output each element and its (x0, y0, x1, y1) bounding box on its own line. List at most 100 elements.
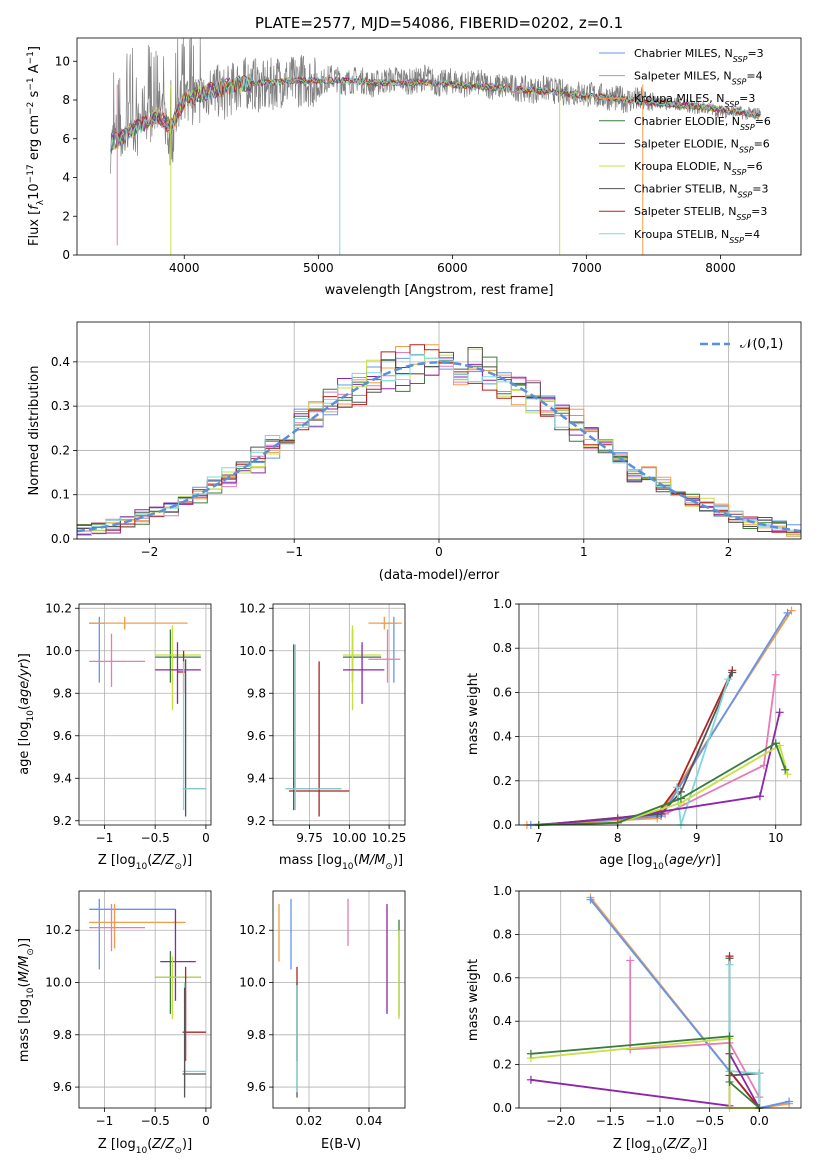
spectrum-xtick-label: 5000 (303, 261, 334, 275)
weight-vs-age-ytick-label: 0.0 (493, 818, 512, 832)
series-marker (724, 675, 733, 684)
series-marker (526, 1075, 535, 1084)
residuals-xtick-label: 2 (725, 545, 733, 559)
age-vs-Z-xtick-label: −1 (96, 831, 114, 845)
weight-vs-Z-xtick-label: −1.5 (596, 1114, 625, 1128)
mass-vs-ebv-frame (272, 890, 406, 1109)
weight-vs-age-ytick-label: 0.4 (493, 730, 512, 744)
weight-vs-Z-ylabel: mass weight (466, 959, 481, 1041)
series-kroupa-stelib (728, 964, 761, 1108)
series-marker (755, 792, 764, 801)
series-marker (725, 1077, 734, 1086)
weight-vs-age-xtick-label: 9 (693, 831, 701, 845)
series-marker (785, 1097, 794, 1106)
mass-vs-ebv-xtick-label: 0.02 (296, 1114, 323, 1128)
age-vs-Z-frame (78, 603, 212, 826)
series-chabrier-miles (530, 612, 789, 826)
mass-vs-ebv-ytick-label: 10.2 (239, 923, 266, 937)
spectrum-xtick-label: 4000 (169, 261, 200, 275)
mass-vs-Z-ytick-label: 9.8 (53, 1028, 72, 1042)
residuals-ytick-label: 0.0 (51, 532, 70, 546)
spectrum-ytick-label: 8 (62, 93, 70, 107)
mass-vs-ebv-points (278, 898, 400, 1098)
age-vs-mass-xlabel: mass [log10(M/M⊙)] (279, 853, 403, 872)
mass-vs-Z-ylabel: mass [log10(M/M⊙)] (17, 938, 36, 1062)
weight-vs-age-xtick-label: 10 (768, 831, 783, 845)
series-marker (676, 794, 685, 803)
residuals-xtick-label: 1 (580, 545, 588, 559)
residuals-xlabel: (data-model)/error (379, 568, 500, 583)
residuals-ytick-label: 0.4 (51, 355, 70, 369)
legend-entry: Salpeter ELODIE, NSSP=6 (634, 137, 770, 154)
mass-vs-Z-ytick-label: 9.6 (53, 1080, 72, 1094)
series-salpeter-miles (538, 674, 777, 826)
spectrum-xtick-label: 6000 (437, 261, 468, 275)
series-marker (526, 1049, 535, 1058)
weight-vs-age-ytick-label: 0.8 (493, 641, 512, 655)
residuals-xtick-label: −1 (285, 545, 303, 559)
residuals-xtick-label: 0 (435, 545, 443, 559)
mass-vs-ebv-ytick-label: 10.0 (239, 976, 266, 990)
age-vs-Z-ytick-label: 9.8 (53, 686, 72, 700)
legend-entry: Kroupa STELIB, NSSP=4 (634, 228, 760, 245)
mass-vs-Z-points (89, 898, 206, 1098)
mass-vs-Z-xtick-label: −1 (96, 1114, 114, 1128)
age-vs-mass-ytick-label: 9.8 (247, 686, 266, 700)
series-marker (783, 770, 792, 779)
model-line-kroupa-stelib (110, 74, 761, 152)
weight-vs-age-frame (518, 603, 802, 826)
weight-vs-Z-xtick-label: −0.5 (695, 1114, 724, 1128)
series-marker (626, 956, 635, 965)
model-line-salpeter-stelib (110, 75, 761, 152)
series-salpeter-elodie (538, 712, 781, 826)
age-vs-Z-ytick-label: 9.4 (53, 771, 72, 785)
age-vs-Z-xlabel: Z [log10(Z/Z⊙)] (98, 853, 192, 872)
age-vs-mass-ytick-label: 10.0 (239, 644, 266, 658)
series-marker (775, 708, 784, 717)
series-marker (771, 739, 780, 748)
mass-vs-Z-xtick-label: 0 (202, 1114, 210, 1128)
weight-vs-age-xtick-label: 7 (535, 831, 543, 845)
spectrum-frame (76, 37, 802, 256)
age-vs-mass-ytick-label: 9.6 (247, 729, 266, 743)
hist-kroupa-stelib (77, 353, 801, 536)
age-vs-Z-xtick-label: −0.5 (141, 831, 170, 845)
legend-entry: Kroupa ELODIE, NSSP=6 (634, 160, 763, 177)
age-vs-Z-ytick-label: 10.0 (45, 644, 72, 658)
mass-vs-Z-ytick-label: 10.0 (45, 976, 72, 990)
mass-vs-Z-xtick-label: −0.5 (141, 1114, 170, 1128)
series-salpeter-elodie (530, 1053, 761, 1109)
series-salpeter-miles (629, 960, 761, 1098)
weight-vs-Z-ytick-label: 0.8 (493, 927, 512, 941)
series-marker (728, 668, 737, 677)
age-vs-mass-ytick-label: 9.2 (247, 814, 266, 828)
age-vs-mass-ytick-label: 9.4 (247, 771, 266, 785)
weight-vs-Z-ytick-label: 0.4 (493, 1014, 512, 1028)
residuals-ytick-label: 0.1 (51, 488, 70, 502)
age-vs-Z-ytick-label: 9.2 (53, 814, 72, 828)
series-marker (586, 895, 595, 904)
mass-vs-ebv-ytick-label: 9.8 (247, 1028, 266, 1042)
legend-entry: Chabrier ELODIE, NSSP=6 (634, 115, 771, 132)
residuals-ylabel: Normed distribution (27, 366, 42, 496)
age-vs-mass-xtick-label: 10.25 (372, 831, 406, 845)
age-vs-Z-points (89, 616, 206, 817)
legend-entry: Chabrier STELIB, NSSP=3 (634, 183, 768, 200)
weight-vs-age-ylabel: mass weight (466, 673, 481, 755)
hist-salpeter-stelib (77, 344, 801, 533)
weight-vs-age-ytick-label: 0.2 (493, 774, 512, 788)
mass-vs-ebv-xtick-label: 0.04 (356, 1114, 383, 1128)
weight-vs-age-ytick-label: 1.0 (493, 597, 512, 611)
weight-vs-Z-ytick-label: 0.6 (493, 971, 512, 985)
residuals-ytick-label: 0.3 (51, 399, 70, 413)
series-marker (755, 1069, 764, 1078)
weight-vs-Z-xtick-label: 0.0 (750, 1114, 769, 1128)
weight-vs-Z-ytick-label: 1.0 (493, 884, 512, 898)
legend-entry: Chabrier MILES, NSSP=3 (634, 47, 764, 64)
legend-entry: Kroupa MILES, NSSP=3 (634, 92, 755, 109)
age-vs-Z-ytick-label: 9.6 (53, 729, 72, 743)
age-vs-mass-frame (272, 603, 406, 826)
spectrum-ytick-label: 10 (55, 54, 70, 68)
weight-vs-age-xlabel: age [log10(age/yr)] (599, 853, 721, 872)
